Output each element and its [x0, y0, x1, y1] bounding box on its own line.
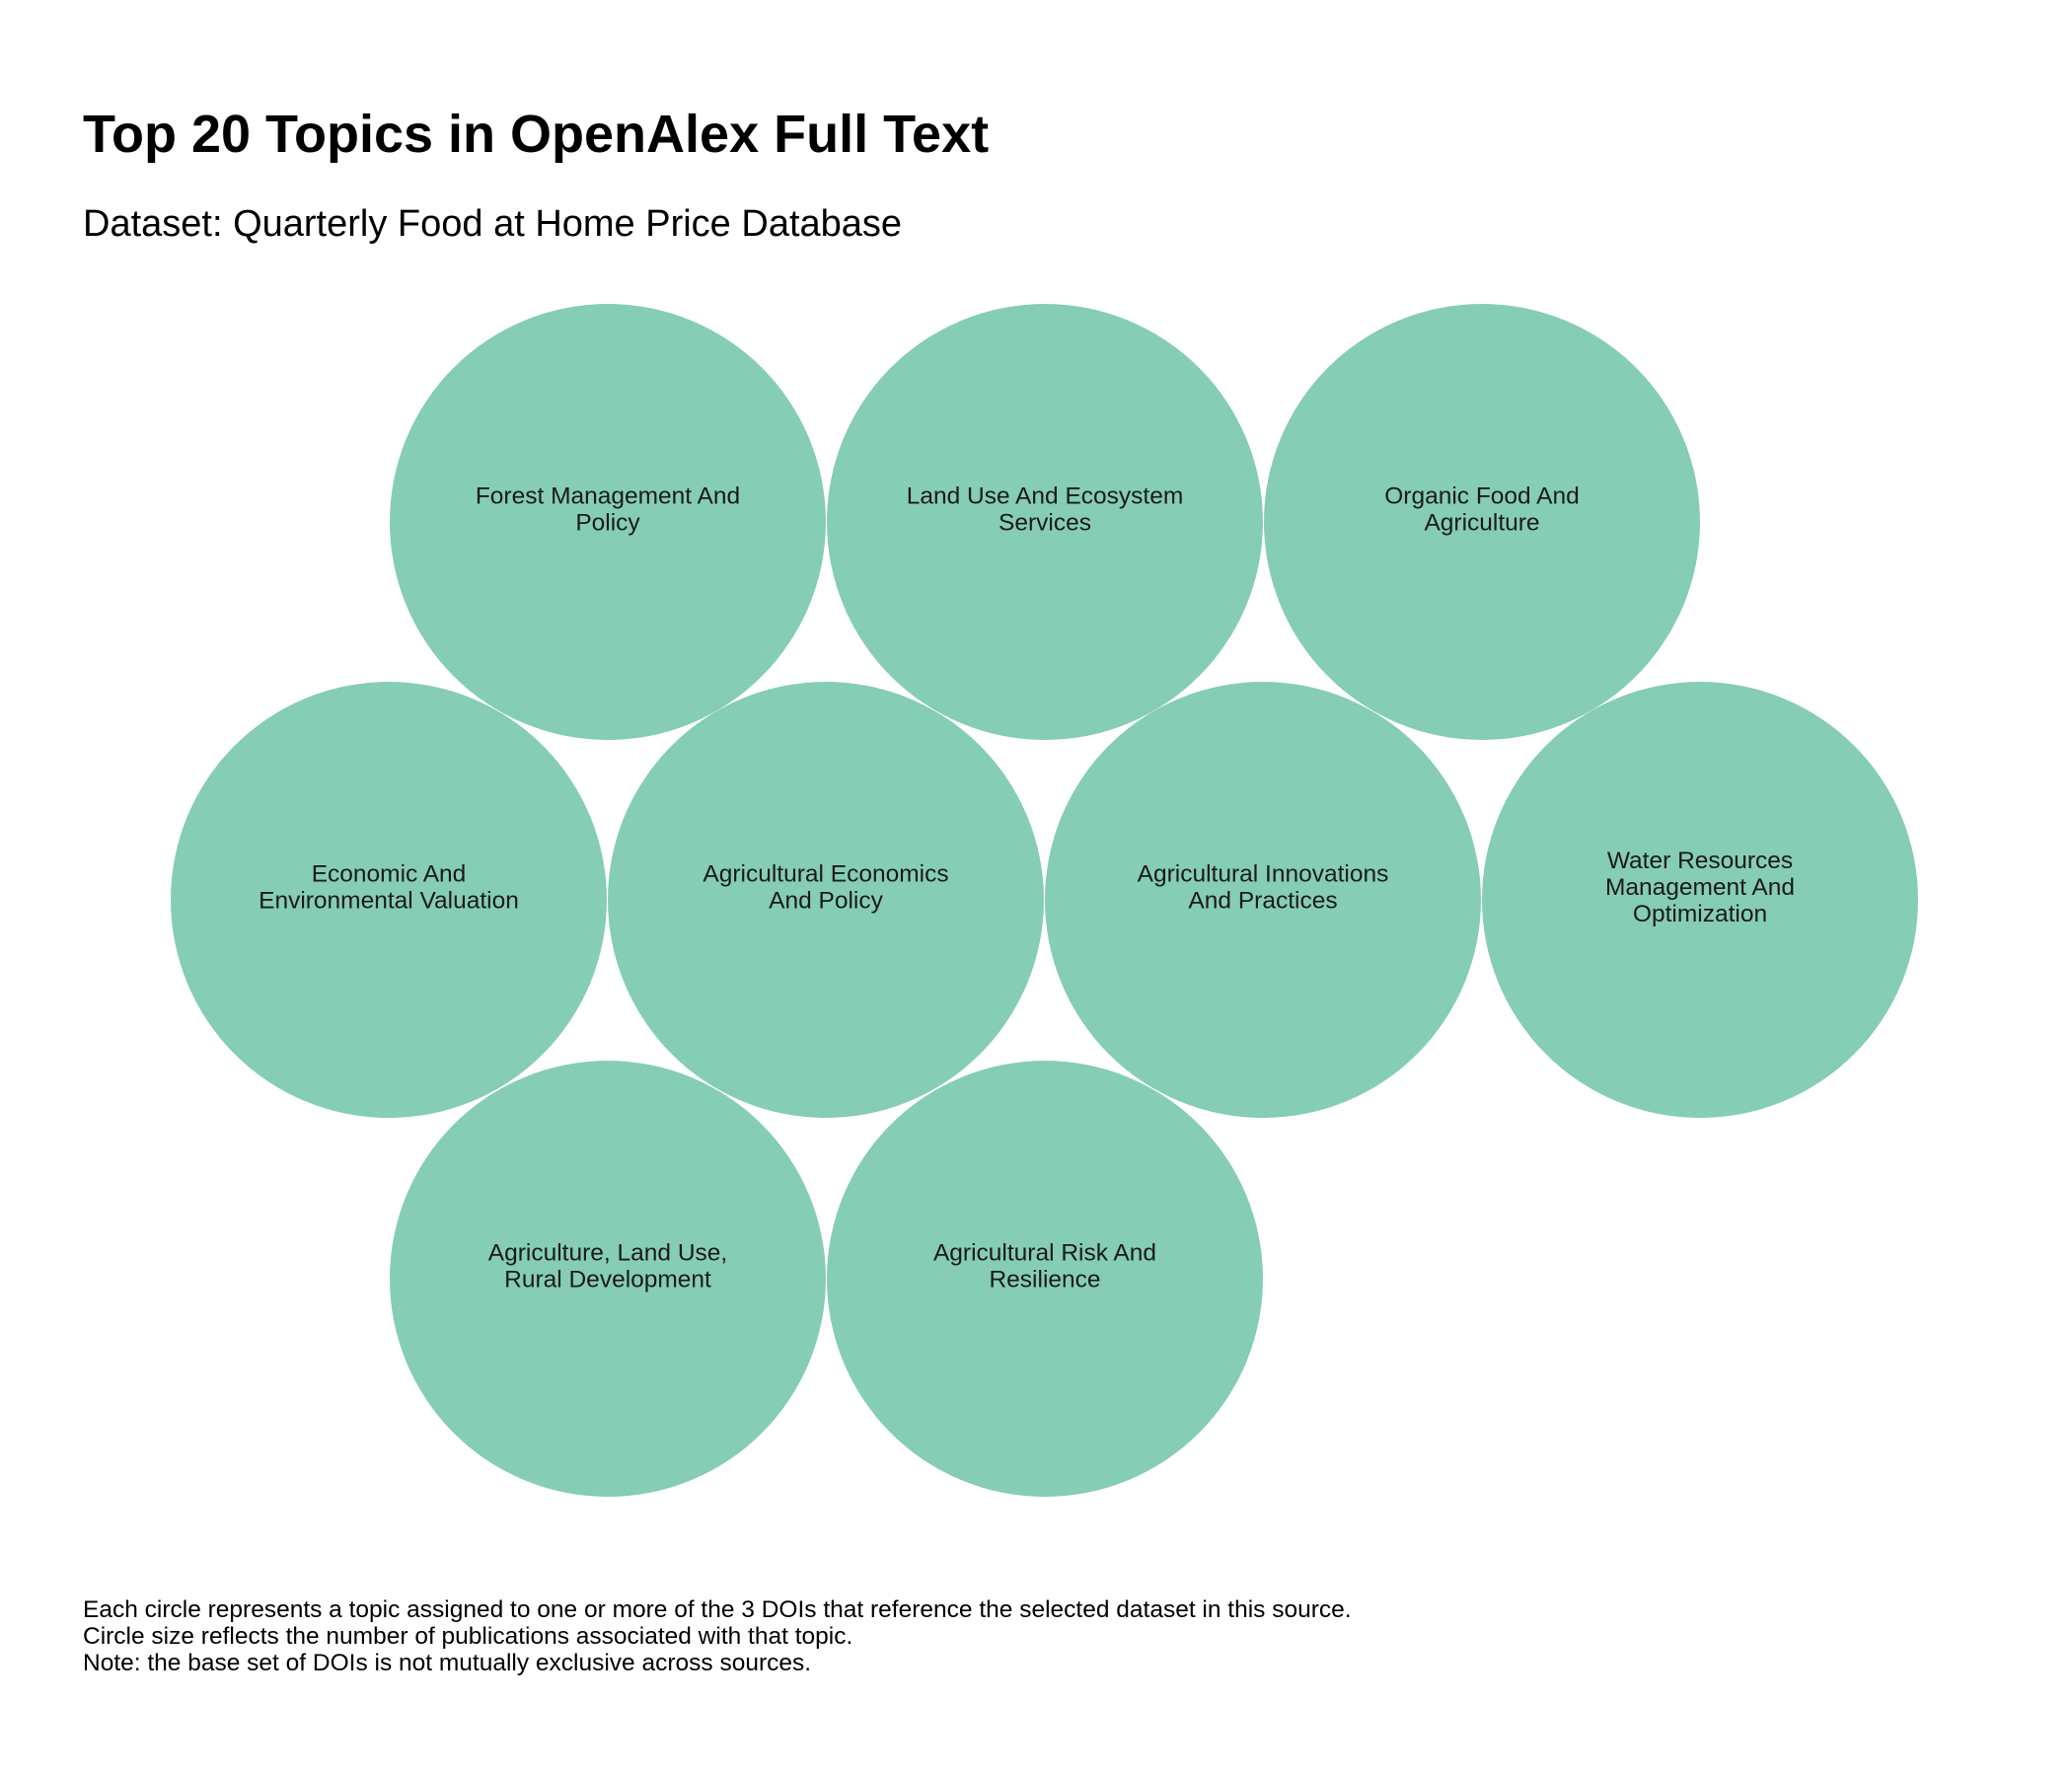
topic-circle: [827, 1061, 1263, 1497]
topic-label: Resilience: [989, 1267, 1100, 1294]
topic-circle: [827, 304, 1263, 740]
topic-circle: [1482, 682, 1918, 1118]
topic-label: Agriculture, Land Use,: [488, 1240, 727, 1267]
chart-title: Top 20 Topics in OpenAlex Full Text: [83, 105, 990, 164]
topic-label: Water Resources: [1607, 848, 1793, 874]
topic-label: Agriculture: [1424, 510, 1539, 537]
footnote-line: Circle size reflects the number of publi…: [83, 1623, 853, 1650]
topic-label: Policy: [575, 510, 640, 537]
topic-label: Environmental Valuation: [259, 888, 519, 915]
topic-circle: [390, 304, 826, 740]
topic-circle: [390, 1061, 826, 1497]
topic-label: And Practices: [1188, 888, 1337, 915]
topic-label: Agricultural Risk And: [933, 1240, 1156, 1267]
footnote-line: Note: the base set of DOIs is not mutual…: [83, 1650, 812, 1676]
footnote-line: Each circle represents a topic assigned …: [83, 1596, 1352, 1623]
topic-label: Agricultural Economics: [703, 861, 948, 888]
topic-circle: [171, 682, 607, 1118]
chart-subtitle: Dataset: Quarterly Food at Home Price Da…: [83, 203, 903, 245]
topic-label: And Policy: [769, 888, 884, 915]
topic-bubble: Agriculture, Land Use,Rural Development: [390, 1061, 826, 1497]
topic-label: Organic Food And: [1384, 483, 1579, 510]
topic-label: Management And: [1605, 874, 1795, 901]
topic-label: Agricultural Innovations: [1138, 861, 1389, 888]
footnote: Each circle represents a topic assigned …: [83, 1596, 1352, 1676]
topic-circle: [608, 682, 1044, 1118]
topic-label: Economic And: [312, 861, 467, 888]
topic-label: Forest Management And: [476, 483, 740, 510]
topic-circle: [1045, 682, 1481, 1118]
topic-label: Optimization: [1633, 901, 1767, 927]
topic-label: Land Use And Ecosystem: [907, 483, 1184, 510]
topic-circle: [1264, 304, 1700, 740]
topic-label: Services: [999, 510, 1091, 537]
topic-label: Rural Development: [504, 1267, 711, 1294]
